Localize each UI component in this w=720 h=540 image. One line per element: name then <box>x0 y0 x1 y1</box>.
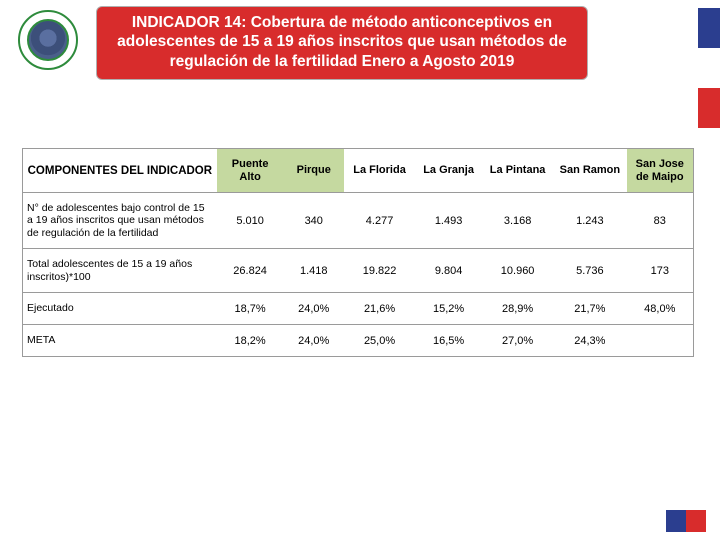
table-row-label: Total adolescentes de 15 a 19 años inscr… <box>23 249 217 293</box>
table-cell: 28,9% <box>482 293 553 325</box>
stripe-blue <box>666 510 686 532</box>
table-cell: 21,6% <box>344 293 415 325</box>
table-row-label: Ejecutado <box>23 293 217 325</box>
table-cell: 48,0% <box>627 293 694 325</box>
table-cell: 24,3% <box>553 325 626 357</box>
stripe-red <box>698 88 720 128</box>
table-cell: 1.243 <box>553 193 626 249</box>
table-header-col: La Florida <box>344 149 415 193</box>
table-cell: 24,0% <box>284 325 344 357</box>
stripe-white <box>698 48 720 88</box>
stripe-blue <box>698 8 720 48</box>
table-cell: 19.822 <box>344 249 415 293</box>
table-cell: 15,2% <box>415 293 482 325</box>
table-cell: 18,7% <box>217 293 284 325</box>
table-cell: 83 <box>627 193 694 249</box>
slide-title: INDICADOR 14: Cobertura de método antico… <box>96 6 588 80</box>
stripe-red <box>686 510 706 532</box>
table-cell: 5.010 <box>217 193 284 249</box>
table-header-indicator: COMPONENTES DEL INDICADOR <box>23 149 217 193</box>
chile-flag-stripe <box>698 8 720 128</box>
table-cell: 18,2% <box>217 325 284 357</box>
table-cell: 25,0% <box>344 325 415 357</box>
table-cell: 340 <box>284 193 344 249</box>
table-row-label: META <box>23 325 217 357</box>
table-cell: 173 <box>627 249 694 293</box>
table-header-col: Pirque <box>284 149 344 193</box>
table-cell: 4.277 <box>344 193 415 249</box>
table-cell: 1.493 <box>415 193 482 249</box>
table-header-col: San Jose de Maipo <box>627 149 694 193</box>
table-header-col: San Ramon <box>553 149 626 193</box>
table-header-col: La Granja <box>415 149 482 193</box>
table-cell: 5.736 <box>553 249 626 293</box>
table-cell: 3.168 <box>482 193 553 249</box>
footer-flag-icon <box>666 510 706 532</box>
table-header-col: Puente Alto <box>217 149 284 193</box>
organization-logo <box>18 10 78 70</box>
table-cell <box>627 325 694 357</box>
table-cell: 1.418 <box>284 249 344 293</box>
table-cell: 10.960 <box>482 249 553 293</box>
table-cell: 24,0% <box>284 293 344 325</box>
table-cell: 21,7% <box>553 293 626 325</box>
table-cell: 16,5% <box>415 325 482 357</box>
table-row-label: N° de adolescentes bajo control de 15 a … <box>23 193 217 249</box>
logo-inner-icon <box>27 19 69 61</box>
table-cell: 9.804 <box>415 249 482 293</box>
indicator-table: COMPONENTES DEL INDICADORPuente AltoPirq… <box>22 148 694 357</box>
table-header-col: La Pintana <box>482 149 553 193</box>
table-cell: 27,0% <box>482 325 553 357</box>
table-cell: 26.824 <box>217 249 284 293</box>
